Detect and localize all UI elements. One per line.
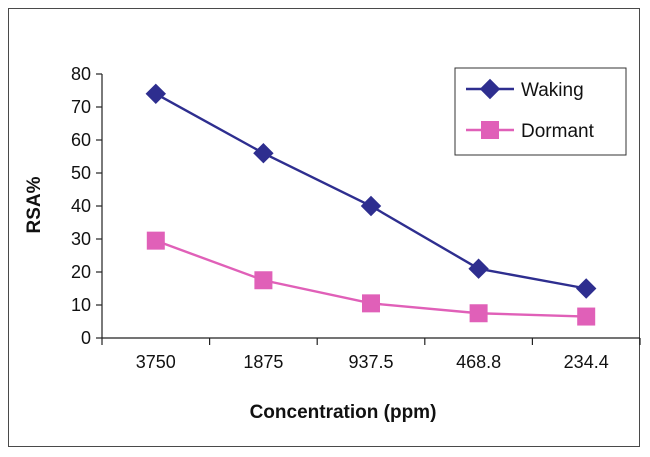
y-tick-label: 70 — [71, 97, 91, 117]
y-tick-label: 80 — [71, 64, 91, 84]
legend-label: Waking — [521, 80, 584, 101]
data-point — [362, 294, 380, 313]
series-waking — [145, 83, 597, 299]
data-point — [253, 142, 274, 164]
data-point — [469, 304, 488, 323]
legend-item-dormant: Dormant — [466, 121, 595, 142]
legend-label: Dormant — [521, 121, 595, 142]
legend-box — [454, 67, 627, 156]
legend: Waking Dormant — [454, 67, 627, 156]
x-tick-label: 3750 — [136, 352, 176, 372]
x-tick-label: 468.8 — [456, 352, 501, 372]
x-tick-label: 1875 — [243, 352, 283, 372]
legend-item-waking: Waking — [466, 78, 584, 101]
y-tick-label: 10 — [71, 295, 91, 315]
y-tick-label: 40 — [71, 196, 91, 216]
legend-swatch-marker — [481, 121, 499, 139]
x-tick-label: 234.4 — [564, 352, 609, 372]
y-tick-label: 50 — [71, 163, 91, 183]
series-group — [145, 83, 597, 326]
x-axis-title: Concentration (ppm) — [250, 402, 437, 423]
y-axis-title: RSA% — [24, 176, 45, 233]
series-dormant — [146, 231, 596, 326]
data-point — [577, 307, 596, 326]
axes — [96, 73, 641, 345]
data-point — [360, 195, 382, 217]
data-point — [146, 231, 165, 250]
data-point — [145, 83, 167, 105]
data-point — [254, 271, 273, 290]
y-tick-label: 60 — [71, 130, 91, 150]
y-tick-label: 30 — [71, 229, 91, 249]
data-point — [468, 258, 489, 279]
y-tick-label: 20 — [71, 262, 91, 282]
y-tick-label: 0 — [81, 328, 91, 348]
data-point — [575, 278, 597, 299]
y-tick-labels: 0 10 20 30 40 50 60 70 80 — [71, 64, 91, 348]
x-tick-labels: 3750 1875 937.5 468.8 234.4 — [136, 352, 609, 372]
legend-swatch-marker — [479, 78, 501, 100]
x-tick-label: 937.5 — [348, 352, 393, 372]
